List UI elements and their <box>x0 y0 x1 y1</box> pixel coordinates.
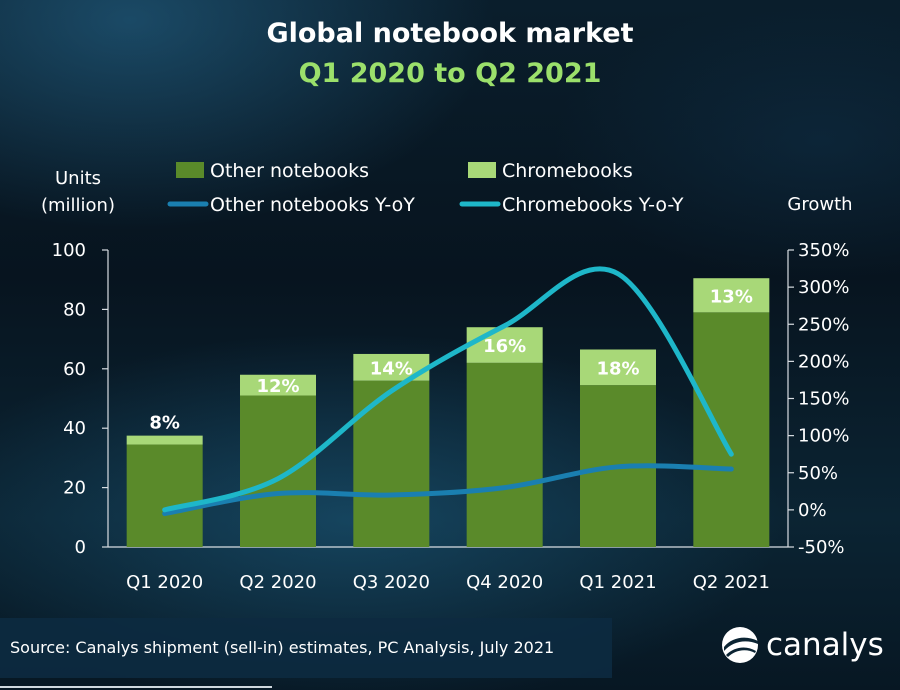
left-tick-label: 80 <box>63 299 86 320</box>
chromebook-share-label: 14% <box>370 358 413 379</box>
x-tick-label: Q2 2021 <box>693 572 770 593</box>
x-tick-label: Q1 2021 <box>579 572 656 593</box>
bar-other-notebooks <box>240 395 316 547</box>
chromebook-share-label: 12% <box>256 376 299 397</box>
right-tick-label: 100% <box>798 426 849 447</box>
legend-label: Other notebooks Y-oY <box>210 194 415 216</box>
x-tick-label: Q4 2020 <box>466 572 543 593</box>
right-tick-label: 0% <box>798 500 827 521</box>
left-tick-label: 100 <box>52 240 86 261</box>
left-tick-label: 0 <box>75 537 86 558</box>
right-tick-label: 350% <box>798 240 849 261</box>
left-tick-label: 40 <box>63 418 86 439</box>
bar-other-notebooks <box>353 380 430 547</box>
chromebook-share-label: 8% <box>149 413 180 434</box>
bar-chromebooks <box>693 278 770 313</box>
legend-label: Chromebooks <box>502 160 633 182</box>
bar-chromebooks <box>126 435 203 445</box>
bar-chromebooks <box>580 349 656 386</box>
right-tick-label: 250% <box>798 314 849 335</box>
right-tick-label: -50% <box>798 537 845 558</box>
chromebook-share-label: 18% <box>596 358 639 379</box>
source-note: Source: Canalys shipment (sell-in) estim… <box>0 618 612 678</box>
right-tick-label: 300% <box>798 277 849 298</box>
chart-subtitle: Q1 2020 to Q2 2021 <box>298 58 602 89</box>
right-tick-label: 150% <box>798 389 849 410</box>
canalys-logo-icon <box>722 627 758 663</box>
bar-other-notebooks <box>126 444 203 547</box>
line-chromebooks-yoy <box>162 266 734 513</box>
legend-swatch <box>176 162 204 178</box>
legend-swatch <box>468 162 496 178</box>
canalys-logo: canalys <box>720 622 884 668</box>
left-tick-label: 60 <box>63 359 86 380</box>
bar-chromebooks <box>240 374 316 396</box>
bar-other-notebooks <box>466 362 543 547</box>
x-tick-label: Q3 2020 <box>353 572 430 593</box>
legend-label: Chromebooks Y-o-Y <box>502 194 684 216</box>
right-axis-label: Growth <box>787 194 852 215</box>
chromebook-share-label: 16% <box>483 336 526 357</box>
legend-label: Other notebooks <box>210 160 369 182</box>
right-tick-label: 200% <box>798 351 849 372</box>
chart-title: Global notebook market <box>266 18 634 49</box>
divider <box>0 686 272 688</box>
x-tick-label: Q1 2020 <box>126 572 203 593</box>
left-tick-label: 20 <box>63 478 86 499</box>
x-tick-label: Q2 2020 <box>239 572 316 593</box>
left-axis-label-unit: (million) <box>41 195 115 216</box>
chromebook-share-label: 13% <box>710 286 753 307</box>
line-other-notebooks-yoy <box>162 463 734 517</box>
bar-chromebooks <box>466 327 543 363</box>
right-tick-label: 50% <box>798 463 838 484</box>
bar-other-notebooks <box>693 312 770 547</box>
canalys-logo-text: canalys <box>766 627 884 663</box>
left-axis-label: Units <box>55 168 101 189</box>
